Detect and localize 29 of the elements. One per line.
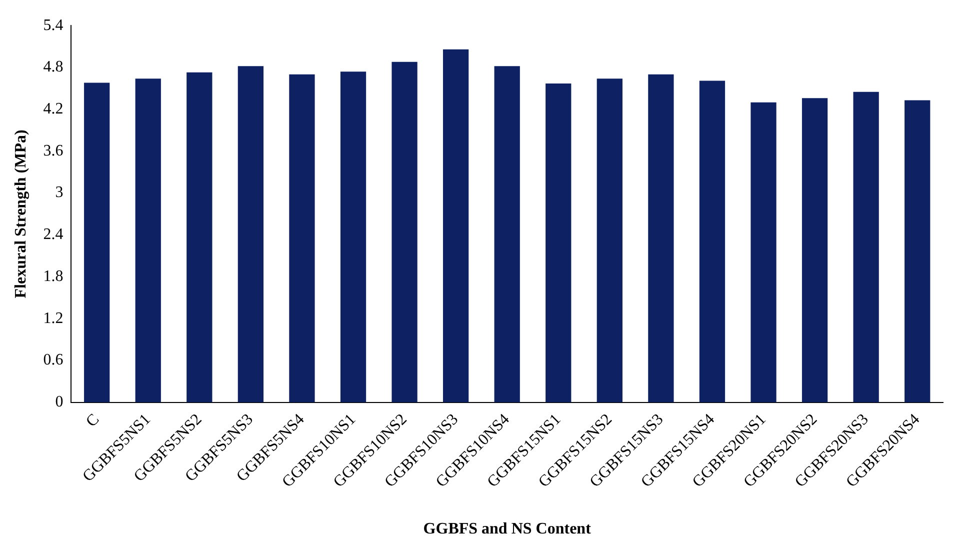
bar — [904, 100, 930, 402]
bar — [596, 78, 622, 402]
y-tick-label: 0.6 — [43, 352, 64, 369]
y-tick-label: 5.4 — [43, 16, 64, 34]
y-tick-label: 3 — [55, 184, 64, 202]
y-tick-label: 4.8 — [43, 58, 64, 76]
bar — [186, 72, 212, 402]
y-tick-label: 1.2 — [43, 310, 64, 327]
bar — [392, 62, 418, 402]
bar — [802, 98, 828, 402]
bar — [750, 102, 776, 402]
y-axis-title: Flexural Strength (MPa) — [12, 130, 30, 298]
bar — [494, 66, 520, 402]
bar — [135, 78, 161, 402]
y-tick-label: 0 — [55, 394, 64, 411]
bar — [340, 72, 366, 402]
y-tick-label: 4.2 — [43, 100, 64, 118]
y-tick-label: 2.4 — [43, 226, 64, 244]
y-tick-label: 1.8 — [43, 268, 64, 285]
bar — [289, 74, 315, 402]
bar — [648, 74, 674, 402]
bar — [84, 82, 110, 402]
bar — [699, 80, 726, 402]
y-tick-label: 3.6 — [43, 142, 64, 160]
bar — [546, 84, 572, 402]
bar — [853, 92, 879, 402]
x-axis-title: GGBFS and NS Content — [423, 520, 592, 538]
bar — [442, 49, 469, 402]
bar — [238, 66, 264, 402]
